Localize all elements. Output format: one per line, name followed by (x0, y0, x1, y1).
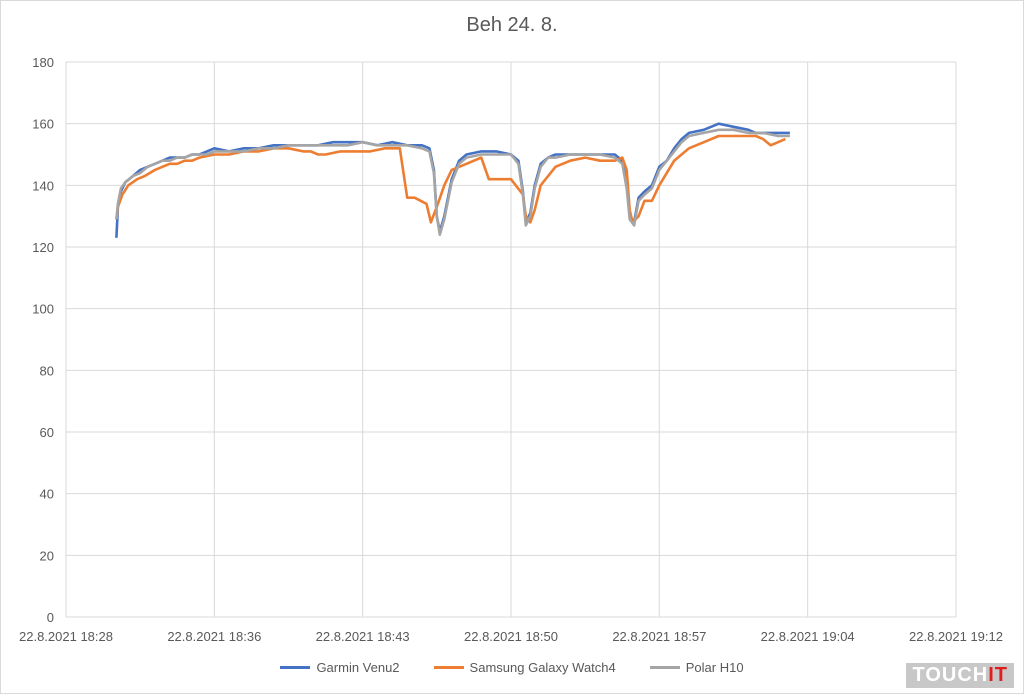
y-tick-label: 120 (32, 240, 54, 255)
x-tick-label: 22.8.2021 19:04 (761, 629, 855, 644)
series-line-samsung-galaxy-watch4 (115, 134, 786, 224)
y-tick-label: 40 (40, 487, 54, 502)
legend-swatch-polar (649, 666, 680, 669)
y-tick-label: 0 (47, 610, 54, 625)
legend-item-polar: Polar H10 (649, 660, 744, 675)
legend-label-samsung: Samsung Galaxy Watch4 (469, 660, 616, 675)
x-tick-label: 22.8.2021 18:43 (316, 629, 410, 644)
legend-label-polar: Polar H10 (685, 660, 744, 675)
legend: Garmin Venu2 Samsung Galaxy Watch4 Polar… (0, 660, 1024, 675)
legend-swatch-samsung (433, 666, 464, 669)
y-tick-label: 20 (40, 548, 54, 563)
y-tick-label: 80 (40, 363, 54, 378)
legend-item-samsung: Samsung Galaxy Watch4 (433, 660, 616, 675)
legend-item-garmin: Garmin Venu2 (280, 660, 400, 675)
chart-title: Beh 24. 8. (466, 14, 558, 36)
series-lines (115, 122, 790, 238)
grid-lines (65, 61, 957, 618)
y-tick-label: 100 (32, 302, 54, 317)
y-tick-label: 60 (40, 425, 54, 440)
x-tick-label: 22.8.2021 18:57 (612, 629, 706, 644)
x-tick-label: 22.8.2021 18:28 (19, 629, 113, 644)
y-tick-labels: 0 20 40 60 80 100 120 140 160 180 (32, 55, 54, 625)
y-tick-label: 180 (32, 55, 54, 70)
x-tick-label: 22.8.2021 19:12 (909, 629, 1003, 644)
legend-swatch-garmin (280, 666, 311, 669)
x-tick-label: 22.8.2021 18:36 (167, 629, 261, 644)
y-tick-label: 160 (32, 117, 54, 132)
touchit-logo: TOUCHIT (906, 663, 1014, 688)
series-line-polar-h10 (115, 128, 790, 236)
x-tick-label: 22.8.2021 18:50 (464, 629, 558, 644)
y-tick-label: 140 (32, 178, 54, 193)
legend-label-garmin: Garmin Venu2 (316, 660, 400, 675)
x-tick-labels: 22.8.2021 18:28 22.8.2021 18:36 22.8.2021 … (19, 629, 1003, 644)
